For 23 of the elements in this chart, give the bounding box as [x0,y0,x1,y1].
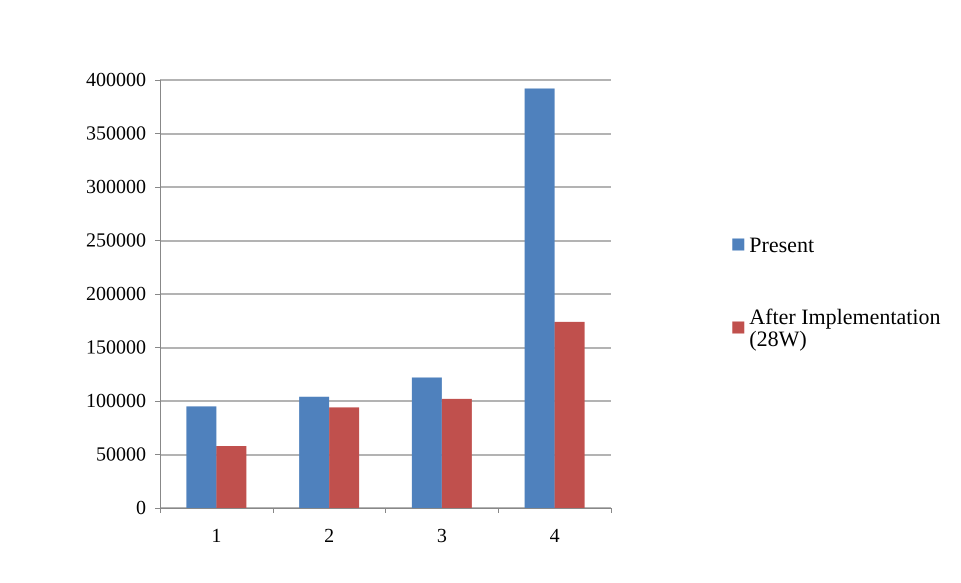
bar [216,446,246,508]
y-tick-label: 400000 [86,69,146,91]
bar [524,88,555,508]
y-tick-label: 250000 [86,230,146,252]
y-tick-label: 200000 [86,283,146,305]
bar [329,407,360,508]
legend-label: Present [749,232,814,257]
bar [299,396,330,508]
x-tick-label: 1 [211,525,222,547]
y-tick-label: 50000 [96,444,146,466]
x-tick-label: 4 [550,525,560,547]
legend-label: After Implementation (28W) [749,304,946,351]
y-tick-label: 150000 [86,336,146,358]
y-tick-label: 350000 [86,122,146,144]
x-tick-label: 3 [436,525,447,547]
x-tick-label: 2 [324,525,334,547]
bar [412,377,442,508]
y-tick-label: 0 [136,497,146,519]
y-tick-label: 100000 [86,390,146,412]
bar [554,322,585,508]
y-tick-label: 300000 [86,176,146,198]
bar [442,398,472,508]
bar [186,406,216,508]
